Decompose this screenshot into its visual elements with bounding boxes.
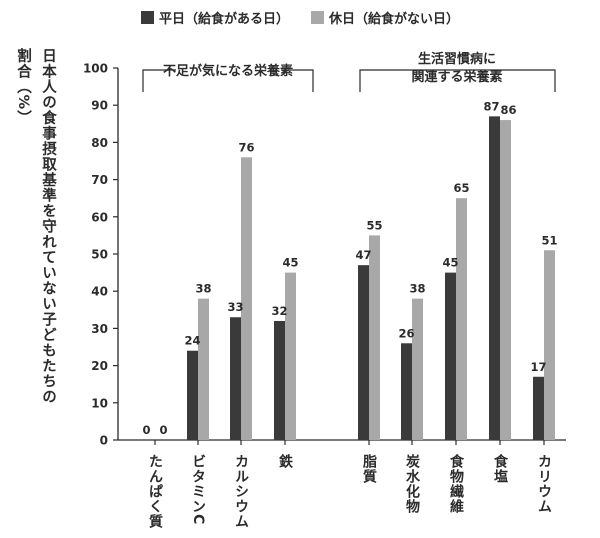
value-label-holiday: 65 [453, 181, 469, 195]
bar-holiday [369, 235, 380, 440]
bar-weekday [401, 343, 412, 440]
category-label: たんぱく質 [147, 454, 163, 529]
y-tick-label: 30 [91, 322, 108, 336]
value-label-holiday: 51 [541, 233, 557, 247]
y-tick-label: 90 [91, 99, 108, 113]
value-label-holiday: 45 [282, 256, 298, 270]
bar-weekday [187, 350, 198, 440]
bar-weekday [445, 272, 456, 440]
y-axis-title: 日本人の食事摂取基準を守れていない子どもたちの割合（%） [15, 48, 56, 405]
bracket-right-label-line2: 関連する栄養素 [411, 69, 502, 85]
category-label: 鉄 [277, 453, 293, 469]
bar-holiday [544, 250, 555, 440]
value-label-holiday: 55 [366, 218, 382, 232]
category-label: カリウム [536, 454, 552, 514]
y-tick-label: 50 [91, 248, 108, 262]
category-label: 炭水化物 [404, 453, 420, 514]
value-label-holiday: 38 [195, 282, 211, 296]
category-label: 食物繊維 [448, 453, 464, 514]
bar-weekday [358, 265, 369, 440]
bracket-left-label: 不足が気になる栄養素 [163, 63, 293, 79]
value-label-weekday: 17 [530, 360, 546, 374]
bar-weekday [533, 376, 544, 440]
value-label-weekday: 24 [184, 334, 200, 348]
legend-item-weekday: 平日（給食がある日） [140, 6, 289, 28]
bar-holiday [500, 120, 511, 440]
value-label-holiday: 76 [238, 140, 254, 154]
group-brackets: 不足が気になる栄養素 生活習慣病に 関連する栄養素 [142, 51, 556, 92]
bracket-right-label-line1: 生活習慣病に [418, 51, 496, 67]
y-tick-label: 70 [91, 173, 108, 187]
y-tick-label: 0 [100, 434, 108, 448]
value-label-holiday: 0 [159, 423, 167, 437]
legend-item-holiday: 休日（給食がない日） [311, 6, 459, 28]
bracket-left [142, 69, 314, 92]
legend-label-weekday: 平日（給食がある日） [158, 11, 289, 27]
bracket-right [359, 69, 556, 92]
y-tick-label: 40 [91, 285, 108, 299]
y-tick-label: 60 [91, 210, 108, 224]
category-label: 食塩 [492, 453, 508, 484]
labels: 0 0 たんぱく質 24 38 ビタミンC 33 76 カルシウム 32 45 鉄 47 55 脂質 26 38… [142, 99, 557, 529]
bar-holiday [198, 298, 209, 440]
category-label: カルシウム [233, 454, 249, 529]
value-label-weekday: 0 [142, 423, 150, 437]
legend-swatch-holiday [311, 10, 324, 24]
bar-holiday [241, 157, 252, 440]
bar-holiday [412, 298, 423, 440]
legend-label-holiday: 休日（給食がない日） [329, 11, 460, 27]
bar-weekday [489, 116, 500, 441]
bar-holiday [456, 198, 467, 440]
bar-holiday [285, 272, 296, 440]
value-label-weekday: 32 [271, 304, 287, 318]
value-label-weekday: 45 [442, 256, 458, 270]
category-label: 脂質 [361, 453, 378, 484]
y-tick-label: 100 [83, 62, 108, 76]
value-label-weekday: 33 [227, 300, 243, 314]
bar-weekday [230, 317, 241, 440]
bars [187, 116, 555, 441]
value-label-weekday: 47 [355, 248, 371, 262]
y-tick-label: 20 [91, 359, 108, 373]
value-label-weekday: 87 [483, 99, 499, 113]
y-tick-label: 10 [91, 396, 108, 410]
legend: 平日（給食がある日） 休日（給食がない日） [0, 6, 600, 28]
y-tick-label: 80 [91, 136, 108, 150]
legend-swatch-weekday [140, 10, 154, 24]
value-label-holiday: 38 [409, 282, 425, 296]
category-label: ビタミンC [190, 454, 206, 525]
value-label-holiday: 86 [500, 103, 516, 117]
bar-weekday [274, 320, 285, 440]
value-label-weekday: 26 [398, 326, 414, 340]
